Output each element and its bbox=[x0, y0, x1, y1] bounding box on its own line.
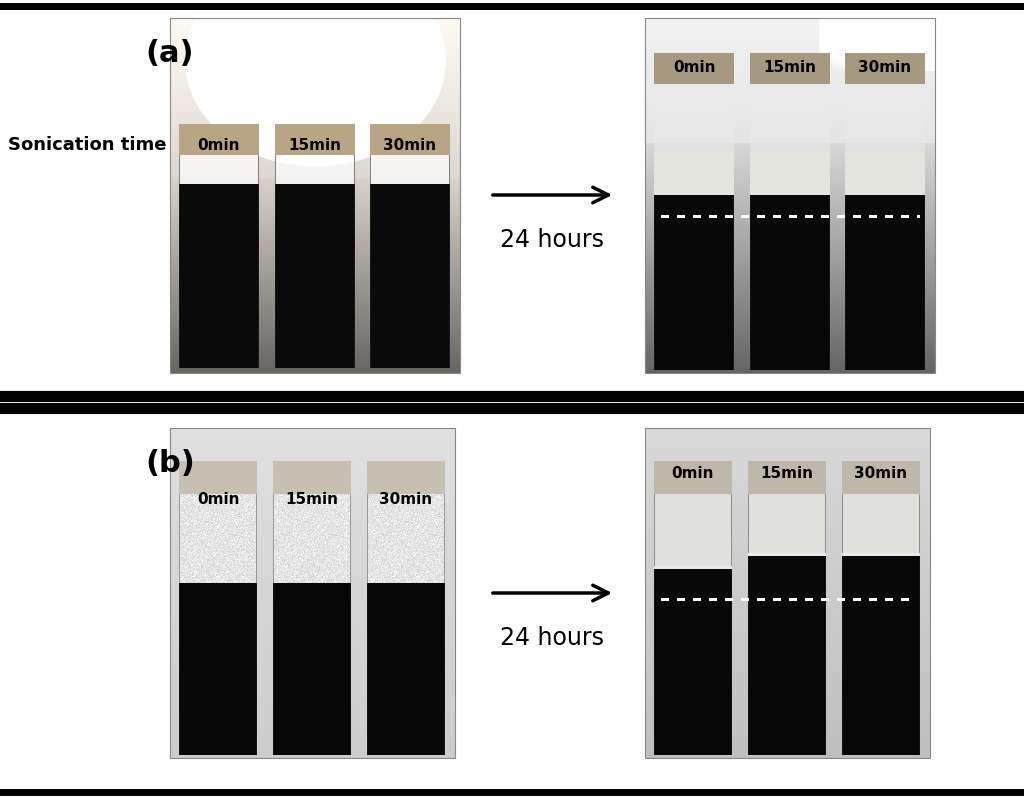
Text: 30min: 30min bbox=[858, 60, 911, 74]
Bar bbox=[645, 18, 935, 373]
Text: Sonication time: Sonication time bbox=[8, 136, 167, 154]
Text: 15min: 15min bbox=[764, 60, 816, 74]
Text: 0min: 0min bbox=[198, 137, 241, 152]
Text: 30min: 30min bbox=[854, 467, 907, 481]
Text: 0min: 0min bbox=[672, 467, 715, 481]
Text: 15min: 15min bbox=[289, 137, 341, 152]
Text: (a): (a) bbox=[145, 38, 194, 68]
Text: 15min: 15min bbox=[286, 492, 339, 508]
Text: (b): (b) bbox=[145, 448, 195, 477]
Text: 30min: 30min bbox=[383, 137, 436, 152]
Bar bbox=[645, 428, 930, 758]
Text: 0min: 0min bbox=[673, 60, 715, 74]
Text: 30min: 30min bbox=[380, 492, 432, 508]
Text: 0min: 0min bbox=[197, 492, 240, 508]
Bar bbox=[170, 18, 460, 373]
Text: 15min: 15min bbox=[761, 467, 813, 481]
Text: 24 hours: 24 hours bbox=[500, 228, 604, 252]
Bar bbox=[170, 428, 455, 758]
Text: 24 hours: 24 hours bbox=[500, 626, 604, 650]
